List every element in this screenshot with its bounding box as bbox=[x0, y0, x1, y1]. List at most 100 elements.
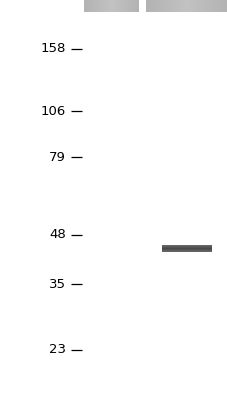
Bar bbox=[126, 0, 127, 12]
Bar bbox=[131, 0, 132, 12]
Bar bbox=[137, 0, 138, 12]
Bar bbox=[215, 0, 216, 12]
Bar bbox=[87, 0, 88, 12]
Bar bbox=[86, 0, 87, 12]
Bar bbox=[196, 0, 197, 12]
Bar bbox=[158, 0, 159, 12]
Bar bbox=[205, 0, 206, 12]
Bar bbox=[157, 0, 158, 12]
Bar bbox=[128, 0, 129, 12]
Bar bbox=[176, 0, 177, 12]
Bar bbox=[117, 0, 118, 12]
Bar bbox=[178, 0, 179, 12]
Bar bbox=[133, 0, 134, 12]
Bar bbox=[168, 0, 169, 12]
Bar bbox=[113, 0, 114, 12]
Bar bbox=[197, 0, 198, 12]
Bar bbox=[214, 0, 215, 12]
Bar bbox=[192, 0, 193, 12]
Bar bbox=[183, 0, 184, 12]
Bar bbox=[220, 0, 221, 12]
Bar bbox=[127, 0, 128, 12]
Text: 48: 48 bbox=[49, 228, 66, 241]
Bar bbox=[208, 0, 209, 12]
Bar bbox=[172, 0, 173, 12]
Bar bbox=[222, 0, 223, 12]
Bar bbox=[114, 0, 115, 12]
Bar bbox=[179, 0, 180, 12]
Bar bbox=[189, 0, 190, 12]
Bar bbox=[191, 0, 192, 12]
Bar bbox=[115, 0, 116, 12]
Bar bbox=[118, 0, 119, 12]
Bar bbox=[174, 0, 175, 12]
Bar bbox=[125, 0, 126, 12]
Bar bbox=[188, 0, 189, 12]
Bar bbox=[99, 0, 100, 12]
Bar bbox=[163, 0, 164, 12]
Bar bbox=[198, 0, 199, 12]
Bar bbox=[109, 0, 110, 12]
Bar bbox=[100, 0, 101, 12]
Bar bbox=[122, 0, 123, 12]
Bar bbox=[169, 0, 170, 12]
Bar bbox=[224, 0, 225, 12]
Bar bbox=[209, 0, 210, 12]
Bar bbox=[161, 0, 162, 12]
Bar bbox=[94, 0, 95, 12]
Bar bbox=[153, 0, 154, 12]
Bar bbox=[93, 0, 94, 12]
Bar bbox=[184, 0, 185, 12]
Bar bbox=[225, 0, 226, 12]
Bar bbox=[112, 0, 113, 12]
Bar bbox=[88, 0, 89, 12]
Bar bbox=[134, 0, 135, 12]
Bar bbox=[111, 0, 112, 12]
Bar bbox=[217, 0, 218, 12]
Bar bbox=[181, 0, 182, 12]
Bar bbox=[149, 0, 150, 12]
Bar bbox=[201, 0, 202, 12]
Bar bbox=[130, 0, 131, 12]
Bar bbox=[107, 0, 108, 12]
Bar bbox=[105, 0, 106, 12]
Bar bbox=[167, 0, 168, 12]
Bar bbox=[85, 0, 86, 12]
Bar bbox=[116, 0, 117, 12]
Bar bbox=[124, 0, 125, 12]
Bar bbox=[218, 0, 219, 12]
Bar bbox=[187, 0, 188, 12]
Bar bbox=[154, 0, 155, 12]
Bar bbox=[84, 0, 85, 12]
Bar bbox=[166, 0, 167, 12]
Bar bbox=[123, 0, 124, 12]
Bar bbox=[91, 0, 92, 12]
Bar bbox=[110, 0, 111, 12]
Bar bbox=[146, 0, 147, 12]
Bar bbox=[96, 0, 97, 12]
Bar bbox=[212, 0, 213, 12]
Bar bbox=[162, 0, 163, 12]
Bar bbox=[219, 0, 220, 12]
Bar bbox=[200, 0, 201, 12]
Bar bbox=[202, 0, 203, 12]
Bar bbox=[97, 0, 98, 12]
Bar bbox=[101, 0, 102, 12]
Bar bbox=[108, 0, 109, 12]
Bar bbox=[173, 0, 174, 12]
Bar bbox=[160, 0, 161, 12]
Bar bbox=[159, 0, 160, 12]
Bar bbox=[171, 0, 172, 12]
Bar bbox=[211, 0, 212, 12]
Bar bbox=[120, 0, 121, 12]
Bar bbox=[175, 0, 176, 12]
Bar bbox=[104, 0, 105, 12]
Bar bbox=[204, 0, 205, 12]
Bar bbox=[223, 0, 224, 12]
Bar bbox=[165, 0, 166, 12]
Bar bbox=[95, 0, 96, 12]
Bar bbox=[213, 0, 214, 12]
Bar bbox=[106, 0, 107, 12]
Bar bbox=[180, 0, 181, 12]
Bar bbox=[199, 0, 200, 12]
